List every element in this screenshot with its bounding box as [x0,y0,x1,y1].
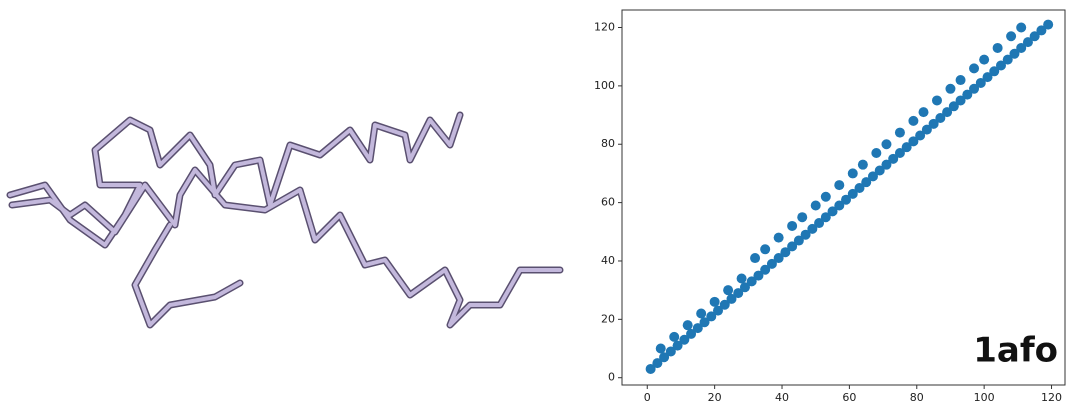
y-tick-label: 40 [601,254,615,267]
point [723,285,733,295]
point [945,84,955,94]
y-tick-label: 20 [601,312,615,325]
x-tick-label: 80 [910,391,924,404]
y-tick-label: 120 [594,21,615,34]
point [979,55,989,65]
point [969,63,979,73]
point [895,128,905,138]
annotation: 1afo [973,331,1058,371]
x-tick-label: 120 [1041,391,1062,404]
point [858,160,868,170]
figure: 0 20 40 60 80 100 120 0 20 40 60 80 100 120 1afo [0,0,1067,405]
point [737,273,747,283]
x-tick-label: 100 [974,391,995,404]
point [696,309,706,319]
point [760,244,770,254]
point [881,139,891,149]
point [908,116,918,126]
point [993,43,1003,53]
point [656,344,666,354]
point [834,180,844,190]
x-tick-label: 60 [842,391,856,404]
x-tick-label: 0 [644,391,651,404]
point [811,201,821,211]
point [932,95,942,105]
protein-backbone [10,115,560,325]
x-tick-label: 20 [708,391,722,404]
point [669,332,679,342]
point [787,221,797,231]
point [1043,20,1053,30]
point [1006,31,1016,41]
point [956,75,966,85]
point [750,253,760,263]
point [848,168,858,178]
point [871,148,881,158]
y-tick-label: 100 [594,79,615,92]
point [919,107,929,117]
point [797,212,807,222]
x-tick-label: 40 [775,391,789,404]
y-tick-label: 80 [601,137,615,150]
point [683,320,693,330]
y-tick-label: 0 [608,371,615,384]
point [774,233,784,243]
y-tick-label: 60 [601,196,615,209]
point [821,192,831,202]
point [1016,23,1026,33]
point [710,297,720,307]
